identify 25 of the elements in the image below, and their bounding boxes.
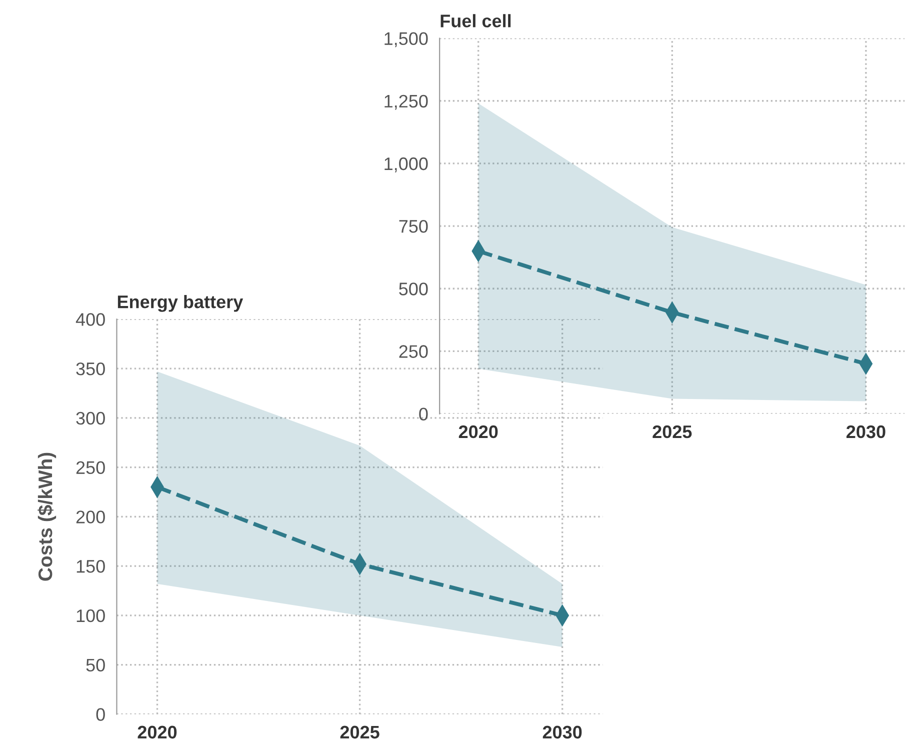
x-tick-label: 2025 <box>652 425 692 438</box>
y-tick-label: 0 <box>96 708 105 721</box>
x-tick-label: 2020 <box>458 425 498 438</box>
x-tick-label: 2025 <box>340 726 380 739</box>
y-tick-label: 350 <box>76 362 105 376</box>
y-tick-label: 750 <box>399 220 428 233</box>
y-tick-label: 250 <box>399 345 428 358</box>
y-tick-label: 1,500 <box>384 32 428 48</box>
y-tick-label: 1,250 <box>384 94 428 110</box>
x-tick-label: 2030 <box>846 425 886 438</box>
y-tick-label: 1,000 <box>384 157 428 172</box>
y-tick-label: 0 <box>419 408 428 421</box>
chart-title: Energy battery <box>118 294 244 312</box>
y-tick-label: 250 <box>76 461 105 474</box>
y-tick-label: 100 <box>76 609 105 622</box>
y-tick-label: 150 <box>76 560 105 573</box>
chart-title: Fuel cell <box>440 14 511 28</box>
x-tick-label: 2030 <box>542 726 582 739</box>
y-tick-label: 500 <box>399 282 428 296</box>
y-tick-label: 300 <box>76 412 105 425</box>
y-tick-label: 200 <box>76 510 105 524</box>
x-tick-label: 2020 <box>138 726 177 739</box>
y-axis-title: Costs ($/kWh) <box>38 452 56 581</box>
y-tick-label: 400 <box>76 313 105 326</box>
y-tick-label: 50 <box>86 658 105 672</box>
